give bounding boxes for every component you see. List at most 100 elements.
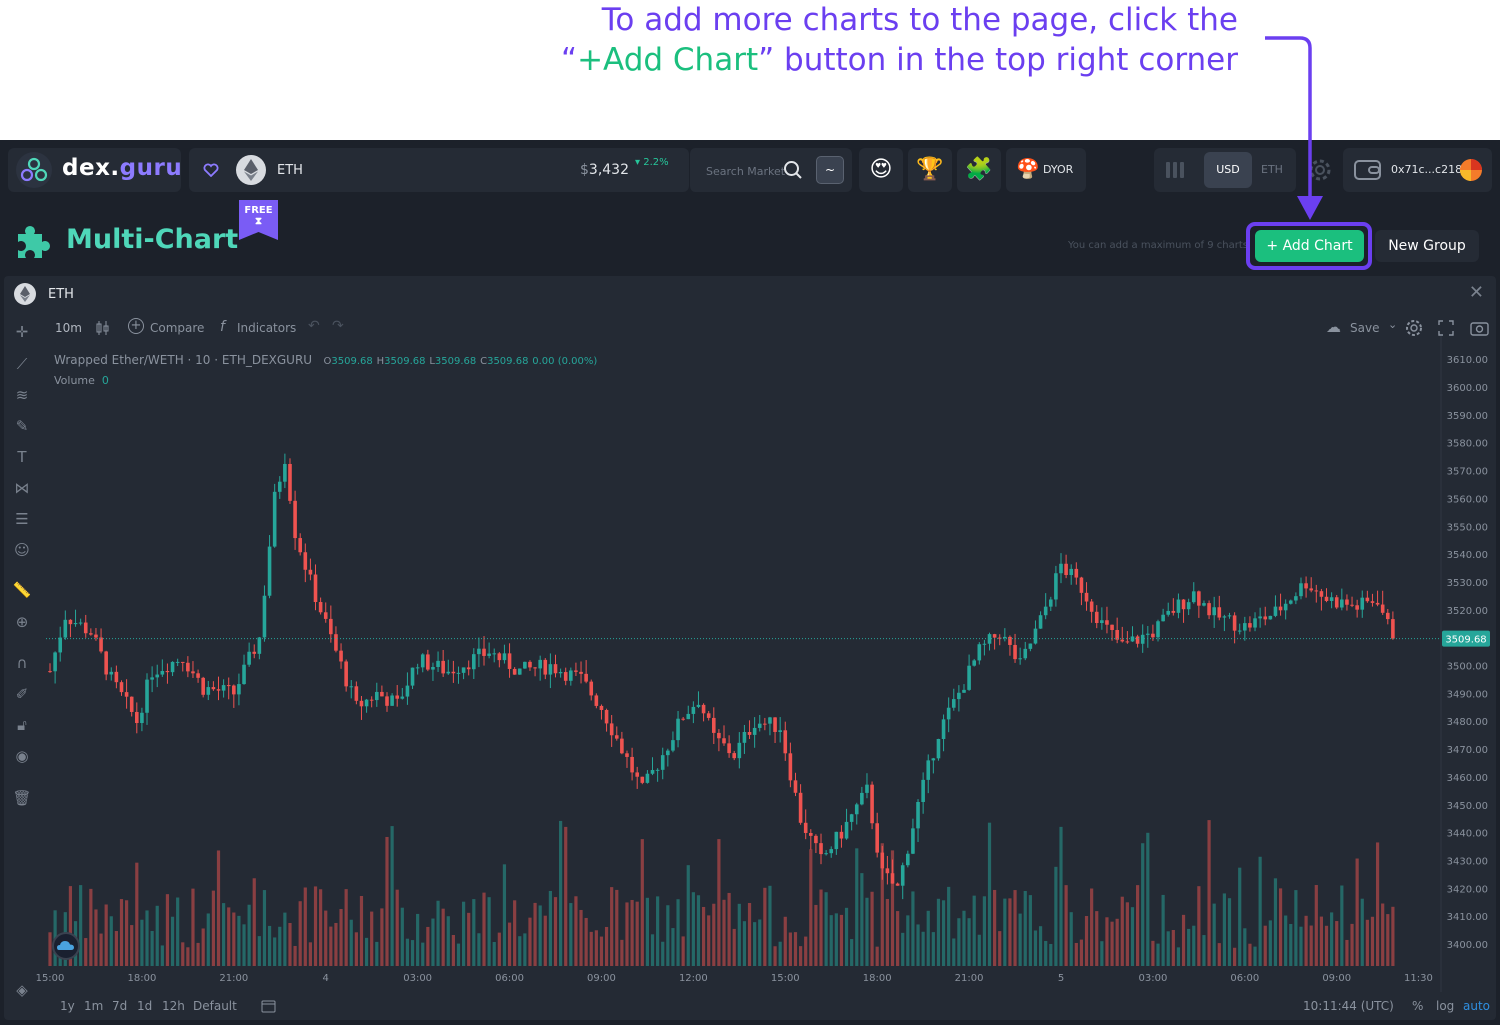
range-7d[interactable]: 7d xyxy=(112,999,128,1013)
indicators-button[interactable]: Indicators xyxy=(237,321,297,335)
volume-bar xyxy=(293,945,297,966)
utc-clock[interactable]: 10:11:44 (UTC) xyxy=(1303,999,1394,1013)
volume-bar xyxy=(967,918,971,966)
candle-body xyxy=(1258,616,1262,619)
volume-bar xyxy=(834,913,838,966)
range-1m[interactable]: 1m xyxy=(84,999,104,1013)
currency-eth-toggle[interactable]: ETH xyxy=(1261,163,1283,176)
candle-body xyxy=(170,661,175,673)
undo-icon[interactable]: ↶ xyxy=(308,318,320,334)
candle-type-icon[interactable] xyxy=(96,320,110,336)
close-chart-icon[interactable]: ✕ xyxy=(1468,282,1484,303)
x-tick-label: 11:30 xyxy=(1404,973,1433,984)
candle-body xyxy=(497,653,502,661)
cloud-save-icon[interactable]: ☁ xyxy=(1326,318,1341,336)
favorite-heart-icon[interactable] xyxy=(203,163,219,177)
candlestick-chart[interactable]: 3610.00 3600.00 3590.00 3580.00 3570.00 3560.… xyxy=(4,276,1496,1020)
magnet-icon[interactable]: ∩ xyxy=(16,654,28,672)
auto-scale-toggle[interactable]: auto xyxy=(1463,999,1491,1013)
favorites-emoji-button[interactable]: 😍 xyxy=(859,148,903,192)
range-default[interactable]: Default xyxy=(193,999,237,1013)
y-tick-label: 3440.00 xyxy=(1447,829,1488,840)
volume-bar xyxy=(518,936,522,966)
volume-bar xyxy=(901,932,905,966)
volume-bar xyxy=(1049,943,1053,966)
token-block[interactable]: ETH $3,432 ▾ 2.2% xyxy=(189,148,689,192)
lock-drawing-icon[interactable]: ✐ xyxy=(15,685,29,703)
fullscreen-icon[interactable] xyxy=(1438,320,1454,336)
volume-bar xyxy=(880,843,884,966)
volume-bar xyxy=(574,896,578,966)
legend-source: ETH_DEXGURU xyxy=(221,353,313,367)
brush-icon[interactable]: ✎ xyxy=(15,417,29,435)
layers-icon[interactable]: ◈ xyxy=(16,981,28,999)
compare-button[interactable]: Compare xyxy=(150,321,205,335)
interval-selector[interactable]: 10m xyxy=(55,321,82,335)
range-1y[interactable]: 1y xyxy=(60,999,75,1013)
volume-bar xyxy=(1079,939,1084,966)
candle-body xyxy=(865,784,869,793)
wallet-block[interactable]: 0x71c...c218 xyxy=(1343,148,1492,192)
fib-tool-icon[interactable]: ≋ xyxy=(15,386,29,404)
search-icon[interactable] xyxy=(783,160,803,180)
volume-bar xyxy=(165,894,170,966)
x-tick-label: 03:00 xyxy=(403,973,432,984)
range-1d[interactable]: 1d xyxy=(137,999,153,1013)
chart-settings-icon[interactable] xyxy=(1405,319,1423,337)
search-input[interactable]: Search Market xyxy=(706,165,786,178)
dyor-button[interactable]: 🍄 DYOR xyxy=(1006,148,1086,192)
save-chevron-icon[interactable]: ⌄ xyxy=(1388,318,1398,331)
add-chart-button[interactable]: + Add Chart xyxy=(1255,230,1364,262)
volume-bar xyxy=(1003,898,1007,966)
prediction-tool-icon[interactable]: ☰ xyxy=(15,510,29,528)
crosshair-icon[interactable]: ✛ xyxy=(15,323,29,341)
volume-bar xyxy=(916,924,920,966)
emoji-tool-icon[interactable]: ☺ xyxy=(14,541,30,559)
percent-scale-toggle[interactable]: % xyxy=(1412,999,1424,1013)
candle-body xyxy=(1023,648,1028,659)
candle-body xyxy=(1299,583,1303,597)
leaderboard-trophy-button[interactable]: 🏆 xyxy=(908,148,952,192)
volume-bar xyxy=(1268,920,1272,966)
search-block[interactable]: Search Market ~ xyxy=(689,148,852,192)
volume-bar xyxy=(334,922,338,966)
new-group-button[interactable]: New Group xyxy=(1375,230,1479,262)
volume-bar xyxy=(349,919,353,966)
redo-icon[interactable]: ↷ xyxy=(332,318,344,334)
log-scale-toggle[interactable]: log xyxy=(1436,999,1455,1013)
volume-bar xyxy=(216,850,221,966)
candle-body xyxy=(308,569,313,575)
guru-watermark-logo[interactable] xyxy=(52,932,80,960)
eye-icon[interactable]: ◉ xyxy=(15,747,29,765)
goto-date-icon[interactable] xyxy=(261,1000,276,1013)
text-tool-icon[interactable]: T xyxy=(17,448,27,466)
save-button[interactable]: Save xyxy=(1350,321,1380,335)
avatar-icon[interactable] xyxy=(1460,159,1482,181)
settings-gear-icon[interactable] xyxy=(1307,157,1333,183)
y-tick-label: 3430.00 xyxy=(1447,857,1488,868)
search-mode-button[interactable]: ~ xyxy=(816,156,844,184)
trendline-icon[interactable]: ⟋ xyxy=(16,355,28,373)
ruler-icon[interactable]: 📏 xyxy=(12,581,32,599)
volume-bar xyxy=(48,932,52,966)
volume-bar xyxy=(625,902,629,966)
legend-symbol: Wrapped Ether/WETH xyxy=(54,353,184,367)
multichart-puzzle-button[interactable]: 🧩 xyxy=(957,148,1001,192)
indicators-fx-icon[interactable]: f xyxy=(220,319,225,335)
pattern-tool-icon[interactable]: ⋈ xyxy=(14,479,30,497)
lock-icon[interactable]: 🔓︎ xyxy=(17,716,27,734)
candle-body xyxy=(1105,620,1109,625)
trash-icon[interactable]: 🗑︎ xyxy=(12,789,32,807)
zoom-icon[interactable]: ⊕ xyxy=(15,613,29,631)
logo-block[interactable]: dex.guru xyxy=(8,148,182,192)
layout-columns-icon[interactable] xyxy=(1166,162,1184,178)
range-12h[interactable]: 12h xyxy=(162,999,185,1013)
volume-bar xyxy=(957,918,961,966)
currency-usd-toggle[interactable]: USD xyxy=(1204,152,1252,188)
candle-body xyxy=(1028,643,1033,649)
snapshot-camera-icon[interactable] xyxy=(1470,320,1489,336)
compare-plus-icon[interactable]: + xyxy=(128,318,144,334)
volume-bar xyxy=(865,897,869,966)
candle-body xyxy=(283,463,287,482)
volume-bar xyxy=(278,926,282,966)
